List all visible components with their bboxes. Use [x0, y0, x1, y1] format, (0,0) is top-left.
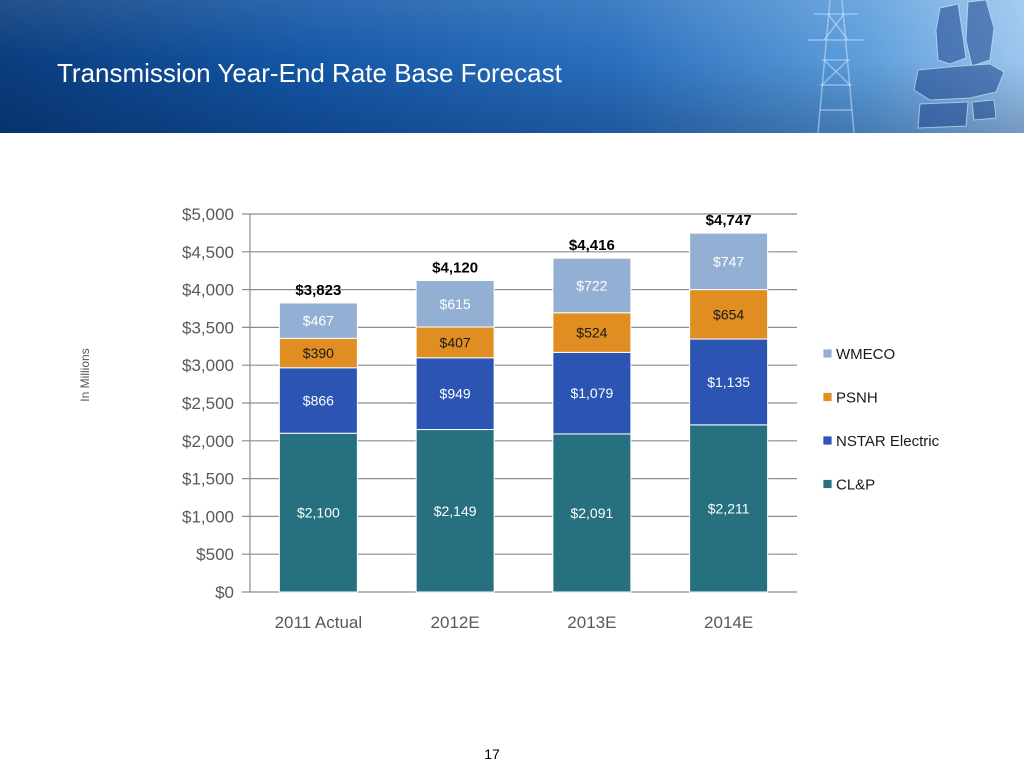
data-label-wmeco: $722	[576, 277, 607, 293]
legend-swatch	[822, 392, 833, 402]
bar-segment-wmeco	[278, 302, 358, 339]
y-tick-label: $5,000	[182, 205, 234, 224]
legend-item-psnh: PSNH	[822, 390, 878, 407]
data-labels: $2,100 $866 $390 $467 $3,823 $2,149 $949 $407 $6…	[295, 212, 751, 521]
legend-swatch	[822, 435, 833, 446]
y-tick-label: $1,500	[182, 470, 234, 489]
y-tick-label: $1,000	[182, 507, 234, 526]
y-tick-label: $3,500	[182, 318, 234, 337]
bar-segment-psnh	[552, 312, 632, 353]
y-tick-label: $2,000	[182, 432, 234, 451]
bar-segment-cl-p	[278, 432, 358, 593]
bar-segment-nstar-electric	[415, 357, 495, 431]
data-label-psnh: $654	[713, 306, 744, 322]
data-label-wmeco: $467	[303, 313, 334, 329]
data-label-wmeco: $747	[713, 253, 744, 269]
bar-segment-cl-p	[415, 429, 495, 593]
x-tick-label: 2014E	[704, 613, 753, 632]
data-label-nstar-electric: $1,079	[570, 385, 613, 401]
legend: WMECO PSNH NSTAR Electric CL&P	[822, 346, 940, 494]
title-banner: Transmission Year-End Rate Base Forecast	[0, 0, 1024, 133]
data-label-psnh: $390	[303, 345, 334, 361]
y-axis-label: In Millions	[78, 348, 92, 401]
bar-segment-nstar-electric	[278, 367, 358, 434]
data-label-cl-p: $2,211	[708, 500, 750, 516]
data-label-psnh: $524	[576, 325, 607, 341]
bar-segment-psnh	[689, 289, 769, 340]
map-tower-illustration	[808, 0, 1005, 133]
bar-segment-wmeco	[689, 232, 769, 291]
x-tick-label: 2012E	[431, 613, 480, 632]
total-label: $3,823	[295, 282, 341, 299]
legend-item-wmeco: WMECO	[822, 346, 895, 363]
bar-segment-nstar-electric	[689, 338, 769, 426]
x-tick-label: 2011 Actual	[275, 613, 363, 632]
total-label: $4,416	[569, 237, 615, 254]
bar-segment-cl-p	[689, 424, 769, 593]
total-label: $4,120	[432, 260, 478, 277]
bar-segment-psnh	[278, 337, 358, 369]
legend-label: CL&P	[836, 477, 875, 494]
y-tick-label: $3,000	[182, 356, 234, 375]
data-label-cl-p: $2,100	[297, 505, 340, 521]
bar-segment-psnh	[415, 326, 495, 359]
bar-segment-wmeco	[415, 280, 495, 328]
total-label: $4,747	[706, 212, 752, 229]
page-title: Transmission Year-End Rate Base Forecast	[57, 58, 562, 88]
y-tick-label: $500	[196, 545, 234, 564]
banner-glow	[0, 0, 1024, 133]
y-tick-label: $2,500	[182, 394, 234, 413]
legend-label: PSNH	[836, 390, 878, 407]
bars	[278, 232, 769, 593]
axes: $0 $500 $1,000 $1,500 $2,000 $2,500 $3,000 $3,5…	[182, 205, 753, 632]
data-label-psnh: $407	[440, 334, 471, 350]
legend-item-nstar-electric: NSTAR Electric	[822, 433, 940, 450]
bar-segment-wmeco	[552, 257, 632, 314]
data-label-nstar-electric: $1,135	[707, 374, 750, 390]
legend-label: WMECO	[836, 346, 895, 363]
data-label-wmeco: $615	[440, 296, 471, 312]
legend-swatch	[822, 348, 833, 359]
y-tick-label: $4,000	[182, 281, 234, 300]
page-number: 17	[484, 746, 500, 762]
data-label-nstar-electric: $866	[303, 393, 334, 409]
x-tick-label: 2013E	[567, 613, 616, 632]
bar-segment-cl-p	[552, 433, 632, 593]
y-tick-label: $0	[215, 583, 234, 602]
legend-item-cl-p: CL&P	[822, 477, 875, 494]
y-tick-label: $4,500	[182, 243, 234, 262]
bar-segment-nstar-electric	[552, 351, 632, 435]
data-label-nstar-electric: $949	[440, 386, 471, 402]
legend-label: NSTAR Electric	[836, 433, 940, 450]
data-label-cl-p: $2,091	[570, 505, 613, 521]
data-label-cl-p: $2,149	[434, 503, 477, 519]
legend-swatch	[822, 479, 833, 489]
